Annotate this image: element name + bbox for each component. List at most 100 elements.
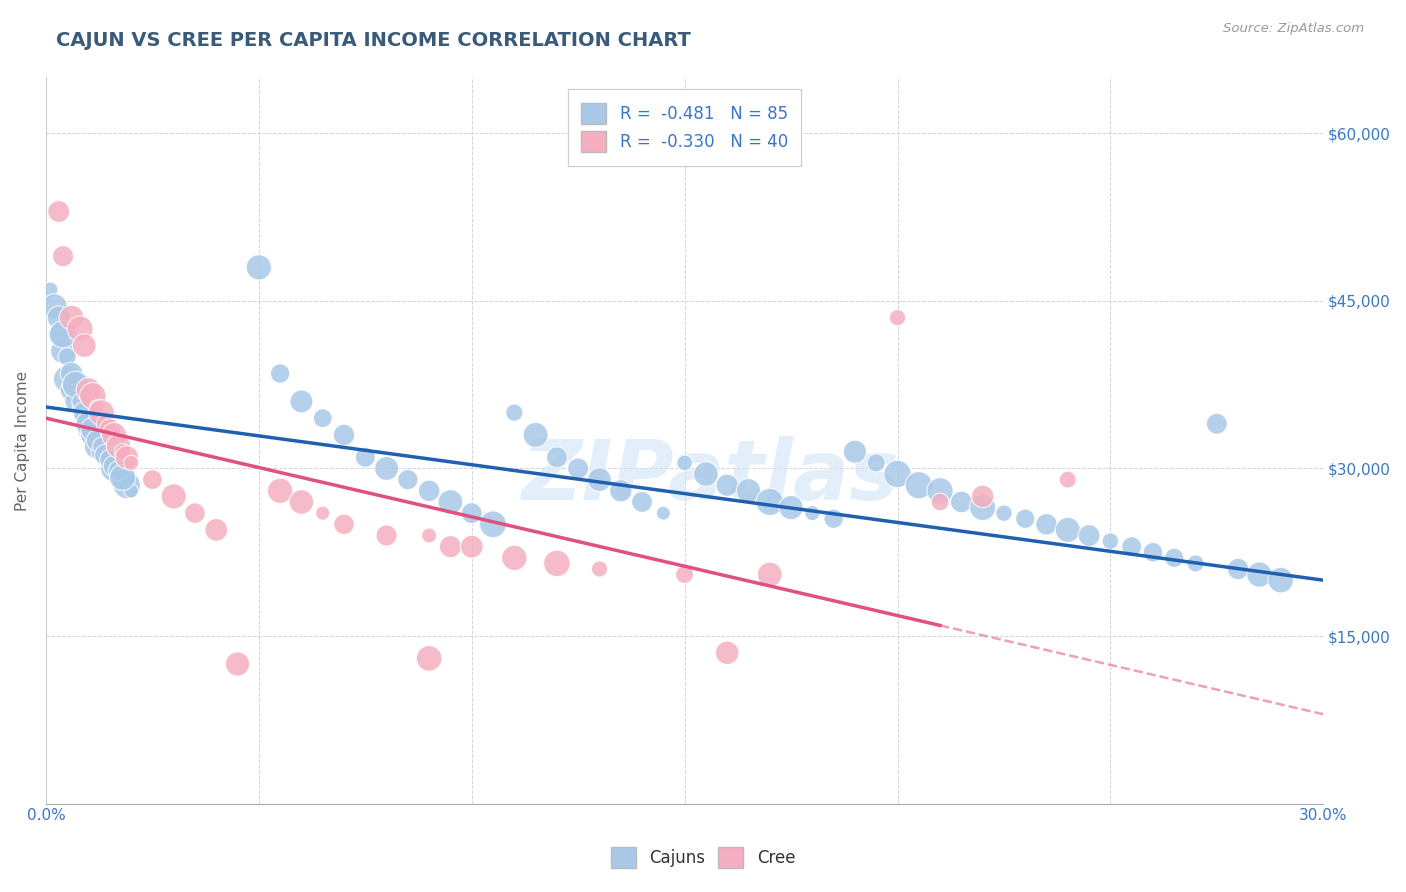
Point [86, 400, 108, 414]
Point [758, 567, 780, 582]
Point [98, 422, 121, 436]
Point [69, 400, 91, 414]
Point [69, 394, 91, 409]
Point [120, 456, 142, 470]
Point [503, 550, 526, 565]
Point [396, 473, 419, 487]
Point [90, 444, 112, 458]
Point [52, 249, 75, 263]
Text: ZIPatlas: ZIPatlas [522, 436, 898, 517]
Point [482, 517, 505, 532]
Point [567, 461, 589, 475]
Point [56, 372, 79, 386]
Point [1078, 528, 1101, 542]
Point [56, 350, 79, 364]
Point [205, 523, 228, 537]
Point [60, 310, 83, 325]
Point [82, 389, 104, 403]
Point [111, 470, 134, 484]
Point [972, 500, 994, 515]
Point [82, 428, 104, 442]
Point [780, 500, 803, 515]
Point [652, 506, 675, 520]
Point [86, 434, 108, 448]
Point [184, 506, 207, 520]
Point [103, 461, 125, 475]
Point [1270, 573, 1292, 587]
Point [141, 473, 163, 487]
Point [65, 377, 87, 392]
Point [461, 506, 484, 520]
Point [111, 444, 134, 458]
Point [588, 562, 610, 576]
Point [439, 540, 461, 554]
Point [610, 483, 633, 498]
Point [716, 646, 738, 660]
Point [695, 467, 717, 481]
Point [107, 464, 129, 478]
Point [107, 467, 129, 481]
Point [111, 473, 134, 487]
Point [1014, 512, 1036, 526]
Point [1227, 562, 1250, 576]
Point [1121, 540, 1143, 554]
Point [73, 411, 96, 425]
Point [77, 417, 100, 431]
Point [1184, 557, 1206, 571]
Point [673, 456, 696, 470]
Point [312, 411, 335, 425]
Point [48, 204, 70, 219]
Point [929, 483, 952, 498]
Point [354, 450, 377, 465]
Legend: R =  -0.481   N = 85, R =  -0.330   N = 40: R = -0.481 N = 85, R = -0.330 N = 40 [568, 89, 801, 166]
Text: Source: ZipAtlas.com: Source: ZipAtlas.com [1223, 22, 1364, 36]
Point [588, 473, 610, 487]
Point [290, 495, 312, 509]
Point [94, 450, 117, 465]
Point [907, 478, 929, 492]
Point [461, 540, 484, 554]
Point [886, 467, 908, 481]
Point [1056, 473, 1078, 487]
Point [865, 456, 887, 470]
Point [993, 506, 1015, 520]
Point [546, 450, 568, 465]
Point [163, 489, 186, 503]
Point [1056, 523, 1078, 537]
Point [103, 428, 125, 442]
Point [631, 495, 654, 509]
Point [52, 344, 75, 359]
Point [115, 478, 138, 492]
Point [758, 495, 780, 509]
Point [69, 322, 91, 336]
Legend: Cajuns, Cree: Cajuns, Cree [605, 840, 801, 875]
Point [546, 557, 568, 571]
Point [60, 367, 83, 381]
Point [115, 450, 138, 465]
Point [1142, 545, 1164, 559]
Point [375, 461, 398, 475]
Point [844, 444, 866, 458]
Point [82, 422, 104, 436]
Text: CAJUN VS CREE PER CAPITA INCOME CORRELATION CHART: CAJUN VS CREE PER CAPITA INCOME CORRELAT… [56, 31, 692, 50]
Point [929, 495, 952, 509]
Point [290, 394, 312, 409]
Point [48, 310, 70, 325]
Point [90, 406, 112, 420]
Point [120, 483, 142, 498]
Point [60, 384, 83, 398]
Point [77, 384, 100, 398]
Point [107, 439, 129, 453]
Point [1205, 417, 1227, 431]
Point [716, 478, 738, 492]
Point [439, 495, 461, 509]
Y-axis label: Per Capita Income: Per Capita Income [15, 370, 30, 510]
Point [524, 428, 547, 442]
Point [98, 456, 121, 470]
Point [886, 310, 908, 325]
Point [801, 506, 824, 520]
Point [48, 327, 70, 342]
Point [673, 567, 696, 582]
Point [94, 417, 117, 431]
Point [73, 338, 96, 352]
